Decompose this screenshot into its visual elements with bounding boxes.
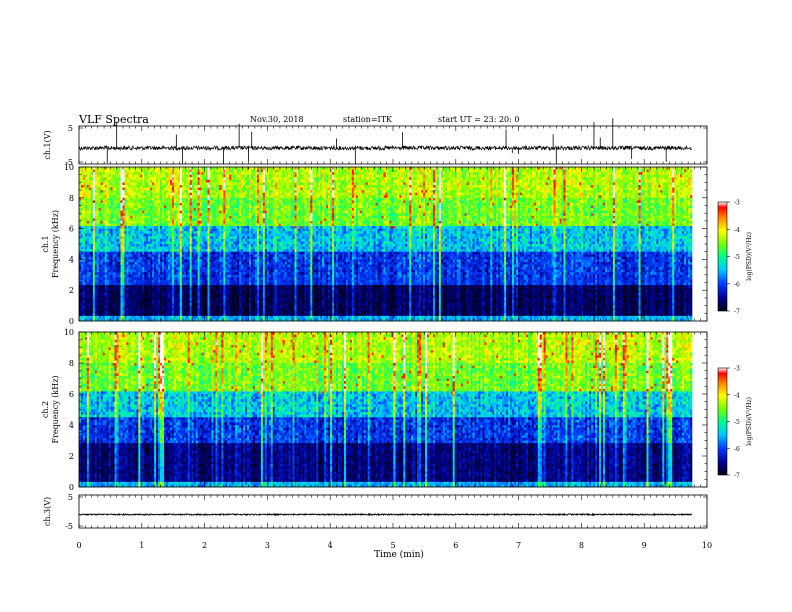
ch2-spectrogram-ylabel-channel: ch.2 (41, 401, 50, 418)
time-tick-label: 9 (642, 541, 647, 550)
ch3-waveform-ylabel: ch.3(V) (43, 497, 52, 526)
ch2-spectrogram-colorbar-tick: -3 (734, 366, 740, 373)
ch2-spectrogram-ytick-label: 8 (69, 359, 74, 368)
ch1-spectrogram-ylabel-frequency: Frequency (kHz) (51, 210, 60, 278)
ch3-waveform-ytick-label: -5 (65, 522, 73, 531)
ch2-spectrogram-ytick-label: 2 (69, 452, 74, 461)
ch2-spectrogram-colorbar-tick: -6 (734, 446, 740, 453)
ch1-spectrogram-panel: 0 2 4 6 8 10 ch.1 Frequency (kHz) (41, 163, 707, 326)
ch2-spectrogram-ytick-label: 10 (64, 328, 74, 337)
time-tick-label: 3 (265, 541, 270, 550)
ch1-spectrogram-ytick-label: 8 (69, 194, 74, 203)
ch1-spectrogram-ytick-label: 6 (69, 225, 74, 234)
date-label: Nov.30, 2018 (250, 115, 304, 124)
ch1-spectrogram-ytick-label: 2 (69, 286, 74, 295)
ch1-waveform-panel: 5-5ch.1(V) (43, 118, 707, 167)
ch3-waveform-panel: 5 -5 ch.3(V) (43, 493, 707, 531)
ch2-spectrogram-colorbar-tick: -4 (734, 392, 740, 399)
ch1-spectrogram-colorbar-tick: -7 (734, 309, 740, 316)
ch1-spectrogram-colorbar-tick: -3 (734, 200, 740, 207)
time-axis: 0 1 2 3 4 5 6 7 8 9 10 (76, 541, 712, 550)
ch2-spectrogram-ytick-label: 4 (69, 421, 74, 430)
time-tick-label: 1 (139, 541, 144, 550)
time-tick-label: 8 (579, 541, 584, 550)
time-tick-label: 2 (202, 541, 207, 550)
ch1-spectrogram-colorbar-bar (718, 202, 727, 311)
ch2-spectrogram-ylabel-frequency: Frequency (kHz) (51, 375, 60, 443)
ch2-spectrogram-colorbar-bar (718, 368, 727, 475)
x-axis-label: Time (min) (374, 549, 424, 560)
time-tick-label: 0 (76, 541, 81, 550)
chart-title: VLF Spectra (78, 113, 149, 126)
ch1-spectrogram-ytick-label: 4 (69, 255, 74, 264)
ch2-spectrogram-colorbar-tick: -7 (734, 473, 740, 480)
ch1-spectrogram-ylabel-channel: ch.1 (41, 235, 50, 252)
time-tick-label: 7 (516, 541, 521, 550)
ch1-spectrogram-ytick-label: 10 (64, 163, 74, 172)
ch1-spectrogram-cells (79, 167, 692, 321)
ch1-spectrogram-colorbar-label: log(PSD)(V²/Hz) (746, 232, 753, 281)
time-tick-label: 5 (390, 541, 395, 550)
time-tick-label: 10 (702, 541, 712, 550)
ch2-spectrogram-ytick-label: 0 (69, 483, 74, 492)
ch3-waveform-trace (79, 514, 692, 515)
station-label: station=ITK (343, 115, 393, 124)
ch1-colorbar: -3 -4 -5 -6 -7 log(PSD)(V²/Hz) (718, 200, 753, 316)
ch2-colorbar: -3 -4 -5 -6 -7 log(PSD)(V²/Hz) (718, 366, 753, 480)
time-tick-label: 6 (453, 541, 458, 550)
ch2-spectrogram-ytick-label: 6 (69, 390, 74, 399)
ch1-waveform-ytick-label: 5 (68, 124, 73, 133)
time-tick-label: 4 (328, 541, 333, 550)
ch1-waveform-ylabel: ch.1(V) (43, 130, 52, 159)
ch1-spectrogram-colorbar-tick: -5 (734, 254, 740, 261)
ch2-spectrogram-cells (79, 332, 692, 487)
ch1-spectrogram-colorbar-tick: -4 (734, 227, 740, 234)
ch1-spectrogram-colorbar-tick: -6 (734, 281, 740, 288)
start-time-label: start UT = 23: 20: 0 (438, 115, 519, 124)
ch3-waveform-ytick-label: 5 (68, 493, 73, 502)
ch2-spectrogram-panel: 0 2 4 6 8 10 ch.2 Frequency (kHz) (41, 328, 707, 492)
ch1-spectrogram-ytick-label: 0 (69, 317, 74, 326)
ch2-spectrogram-colorbar-tick: -5 (734, 419, 740, 426)
ch2-spectrogram-colorbar-label: log(PSD)(V²/Hz) (746, 397, 753, 446)
